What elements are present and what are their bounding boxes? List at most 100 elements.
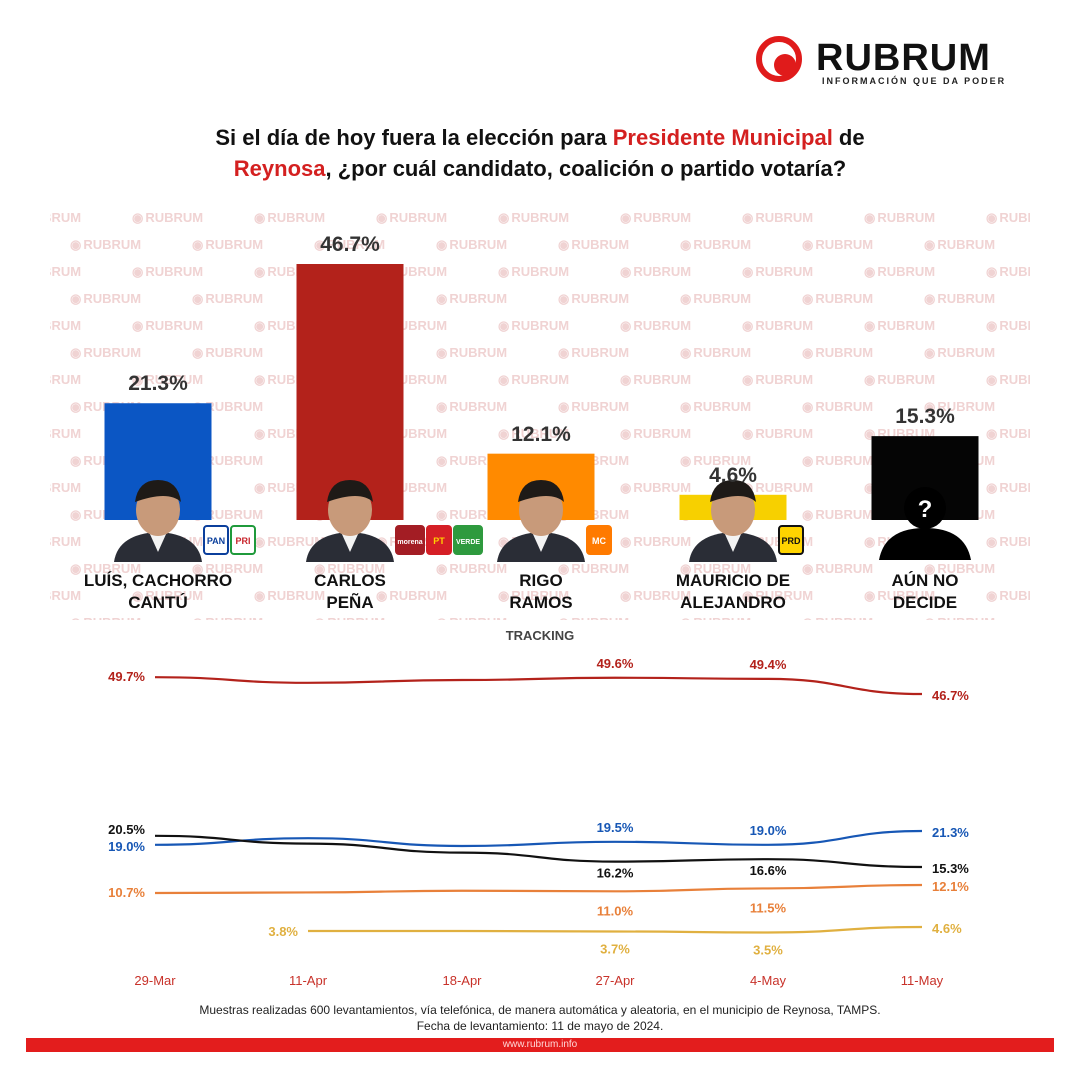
logo-wordmark: RUBRUM [816, 37, 991, 79]
x-tick-label: 29-Mar [134, 973, 176, 988]
party-logo: PAN [203, 525, 229, 555]
series-line [154, 829, 923, 848]
candidate-name: MAURICIO DE ALEJANDRO [633, 570, 833, 614]
watermark-tile: RUBRUM [376, 588, 447, 604]
watermark-tile: RUBRUM [436, 237, 507, 253]
watermark-tile: RUBRUM [50, 426, 81, 442]
watermark-tile: RUBRUM [986, 210, 1030, 226]
watermark-tile: RUBRUM [680, 399, 751, 415]
question-mark-icon: ? [918, 496, 933, 523]
series-data-label: 49.6% [597, 656, 634, 671]
series-data-label: 16.2% [597, 866, 634, 881]
series-data-label: 20.5% [108, 822, 145, 837]
candidate-name: AÚN NO DECIDE [825, 570, 1025, 614]
watermark-tile: RUBRUM [620, 372, 691, 388]
watermark-tile: RUBRUM [254, 588, 325, 604]
candidate-name-line: MAURICIO DE [675, 571, 791, 590]
watermark-tile: RUBRUM [558, 615, 629, 620]
watermark-tile: RUBRUM [498, 210, 569, 226]
watermark-tile: RUBRUM [70, 237, 141, 253]
watermark-tile: RUBRUM [742, 426, 813, 442]
party-logo-text: morena [397, 539, 422, 546]
watermark-tile: RUBRUM [986, 534, 1030, 550]
watermark-tile: RUBRUM [436, 615, 507, 620]
candidate-name: LUÍS, CACHORRO CANTÚ [58, 570, 258, 614]
logo-ring-icon [756, 36, 802, 82]
candidate-photo [114, 480, 202, 562]
watermark-tile: RUBRUM [620, 480, 691, 496]
watermark-tile: RUBRUM [864, 318, 935, 334]
watermark-tile: RUBRUM [742, 264, 813, 280]
logo-tagline: INFORMACIÓN QUE DA PODER [822, 76, 1007, 86]
series-data-label: 49.7% [108, 669, 145, 684]
watermark-tile: RUBRUM [558, 291, 629, 307]
series-data-label: 3.5% [753, 943, 783, 958]
unknown-head-icon [904, 487, 946, 529]
candidate-name-line: LUÍS, CACHORRO [83, 571, 233, 590]
watermark-tile: RUBRUM [132, 318, 203, 334]
watermark-tile: RUBRUM [132, 210, 203, 226]
watermark-tile: RUBRUM [620, 588, 691, 604]
series-data-label: 3.8% [268, 924, 298, 939]
watermark-tile: RUBRUM [498, 264, 569, 280]
candidate-name-line: PEÑA [326, 593, 374, 612]
watermark-tile: RUBRUM [864, 210, 935, 226]
watermark-tile: RUBRUM [802, 453, 873, 469]
candidate-name-line: CARLOS [314, 571, 386, 590]
watermark-tile: RUBRUM [802, 345, 873, 361]
watermark-tile: RUBRUM [864, 264, 935, 280]
bar-value-label: 15.3% [895, 405, 955, 429]
watermark-tile: RUBRUM [192, 237, 263, 253]
watermark-tile: RUBRUM [924, 615, 995, 620]
watermark-tile: RUBRUM [558, 561, 629, 577]
watermark-tile: RUBRUM [864, 588, 935, 604]
party-logo-box [395, 525, 425, 555]
watermark-tile: RUBRUM [50, 264, 81, 280]
rubrum-logo: RUBRUM INFORMACIÓN QUE DA PODER [756, 36, 1036, 96]
footer-bar [26, 1038, 1054, 1052]
watermark-tile: RUBRUM [132, 372, 203, 388]
series-data-label: 10.7% [108, 885, 145, 900]
watermark-tile: RUBRUM [436, 399, 507, 415]
party-logo-text: PT [433, 536, 445, 546]
hair-shape [135, 480, 181, 502]
shirt-collar [532, 532, 550, 552]
watermark-tile: RUBRUM [680, 561, 751, 577]
x-tick-label: 11-May [901, 973, 944, 988]
candidate-photo: ? [879, 487, 971, 560]
watermark-tile: RUBRUM [192, 399, 263, 415]
unknown-body-icon [879, 528, 971, 560]
party-logo: PRI [230, 525, 256, 555]
watermark-tile: RUBRUM [620, 264, 691, 280]
watermark-tile: RUBRUM [498, 588, 569, 604]
watermark-tile: RUBRUM [680, 291, 751, 307]
watermark-tile: RUBRUM [742, 372, 813, 388]
tracking-title: TRACKING [505, 628, 575, 643]
watermark-tile: RUBRUM [620, 534, 691, 550]
watermark-tile: RUBRUM [436, 345, 507, 361]
watermark-tile: RUBRUM [314, 237, 385, 253]
candidate-name-line: DECIDE [892, 593, 958, 612]
watermark-tile: RUBRUM [50, 588, 81, 604]
watermark-tile: RUBRUM [192, 507, 263, 523]
survey-question: Si el día de hoy fuera la elección para … [215, 125, 865, 181]
watermark-tile: RUBRUM [986, 588, 1030, 604]
watermark-tile: RUBRUM [558, 345, 629, 361]
series-data-label: 19.0% [750, 823, 787, 838]
watermark-tile: RUBRUM [802, 237, 873, 253]
watermark-tile: RUBRUM [620, 426, 691, 442]
watermark-tile: RUBRUM [986, 480, 1030, 496]
watermark-tile: RUBRUM [680, 237, 751, 253]
series-data-label: 11.0% [597, 903, 634, 918]
candidate-photo [306, 480, 394, 562]
shirt-collar [341, 532, 359, 552]
watermark-tile: RUBRUM [132, 588, 203, 604]
watermark-tile: RUBRUM [802, 399, 873, 415]
watermark-tile: RUBRUM [376, 264, 447, 280]
party-logo-box [778, 525, 804, 555]
watermark-tile: RUBRUM [376, 426, 447, 442]
watermark-tile: RUBRUM [314, 561, 385, 577]
candidate-name-line: ALEJANDRO [680, 593, 786, 612]
watermark-tile: RUBRUM [376, 480, 447, 496]
party-logo-text: PAN [207, 536, 225, 546]
